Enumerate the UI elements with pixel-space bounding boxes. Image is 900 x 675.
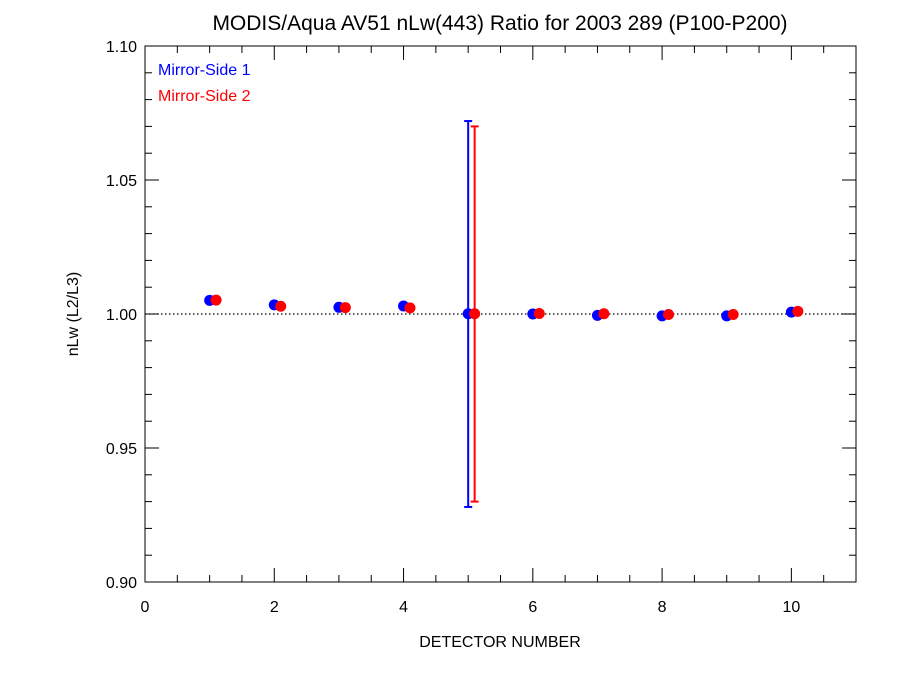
- data-points: [204, 294, 804, 322]
- legend-entry: Mirror-Side 2: [158, 88, 251, 105]
- legend: Mirror-Side 1 Mirror-Side 2: [158, 62, 251, 105]
- x-tick-labels: 0 2 4 6 8 10: [141, 599, 801, 616]
- data-point: [663, 309, 675, 321]
- data-point: [275, 300, 287, 312]
- x-tick-label: 10: [782, 599, 800, 616]
- y-tick-label: 0.95: [106, 441, 137, 458]
- data-point: [598, 308, 610, 320]
- legend-entry: Mirror-Side 1: [158, 62, 251, 79]
- data-point: [469, 308, 481, 320]
- x-tick-label: 2: [270, 599, 279, 616]
- y-axis-label: nLw (L2/L3): [65, 272, 82, 357]
- y-tick-label: 1.05: [106, 173, 137, 190]
- data-point: [210, 294, 222, 306]
- data-point: [792, 305, 804, 317]
- x-tick-label: 4: [399, 599, 408, 616]
- data-point: [533, 307, 545, 319]
- y-tick-label: 0.90: [106, 575, 137, 592]
- x-tick-label: 6: [528, 599, 537, 616]
- data-point: [404, 302, 416, 314]
- y-tick-label: 1.10: [106, 39, 137, 56]
- data-point: [727, 309, 739, 321]
- axis-ticks: [144, 45, 857, 583]
- y-tick-labels: 0.90 0.95 1.00 1.05 1.10: [106, 39, 137, 592]
- chart-title: MODIS/Aqua AV51 nLw(443) Ratio for 2003 …: [212, 12, 787, 35]
- data-point: [339, 302, 351, 314]
- x-tick-label: 8: [658, 599, 667, 616]
- x-tick-label: 0: [141, 599, 150, 616]
- y-tick-label: 1.00: [106, 307, 137, 324]
- x-axis-label: DETECTOR NUMBER: [419, 634, 581, 651]
